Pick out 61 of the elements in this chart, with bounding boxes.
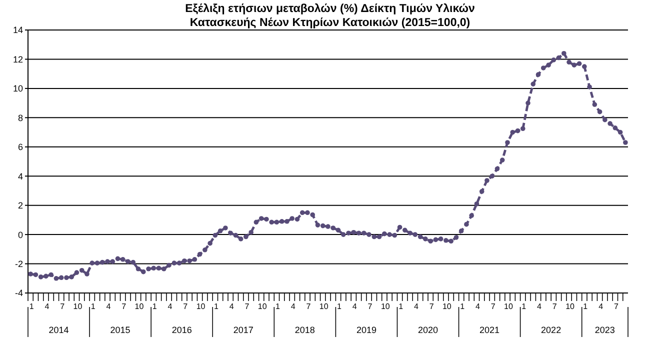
x-tick-label: 4 (290, 302, 296, 311)
x-tick-label: 10 (566, 302, 576, 311)
x-tick-label: 4 (44, 302, 50, 311)
x-tick-label: 10 (504, 302, 514, 311)
x-tick-label: 1 (398, 302, 404, 311)
x-tick-label: 1 (337, 302, 342, 311)
y-tick-label: 4 (18, 171, 23, 182)
x-tick-label: 7 (552, 302, 558, 311)
x-tick-label: 1 (275, 302, 280, 311)
text: 2015 (110, 325, 130, 335)
text: 2023 (594, 325, 615, 335)
x-tick-label: 1 (522, 302, 527, 311)
x-tick-label: 1 (214, 302, 219, 311)
text: 2021 (480, 325, 500, 335)
y-tick-label: -4 (14, 288, 23, 298)
text: 2019 (356, 325, 376, 335)
x-tick-label: 1 (29, 302, 34, 311)
text: 2020 (418, 325, 438, 335)
y-tick-label: -2 (14, 258, 23, 269)
x-tick-label: 7 (306, 302, 312, 311)
x-tick-label: 7 (368, 302, 373, 311)
x-tick-label: 10 (196, 302, 206, 311)
x-tick-label: 4 (229, 302, 234, 311)
y-tick-label: 0 (18, 230, 23, 240)
x-tick-label: 7 (122, 302, 127, 311)
x-tick-label: 7 (244, 302, 250, 311)
x-tick-label: 7 (490, 302, 496, 311)
x-tick-label: 4 (106, 302, 112, 311)
x-tick-label: 7 (60, 302, 66, 311)
text: 2018 (294, 325, 315, 335)
x-tick-label: 10 (258, 302, 268, 311)
y-tick-label: 12 (12, 54, 23, 64)
x-tick-label: 4 (475, 302, 480, 311)
x-tick-label: 10 (319, 302, 329, 311)
x-tick-label: 4 (537, 302, 542, 311)
x-tick-label: 7 (183, 302, 188, 311)
x-tick-label: 4 (352, 302, 358, 311)
y-tick-label: 14 (12, 25, 23, 36)
x-tick-label: 4 (168, 302, 173, 311)
x-tick-label: 10 (73, 302, 83, 311)
text: 2022 (541, 325, 562, 335)
text: 2017 (233, 325, 254, 335)
x-tick-label: 1 (90, 302, 96, 311)
x-tick-label: 10 (134, 302, 144, 311)
x-tick-label: 10 (442, 302, 452, 311)
x-tick-label: 4 (598, 302, 604, 311)
x-tick-label: 7 (429, 302, 434, 311)
y-tick-label: 8 (18, 112, 23, 123)
y-tick-label: 6 (18, 142, 23, 152)
x-tick-label: 1 (460, 302, 466, 311)
x-tick-label: 4 (414, 302, 419, 311)
chart-title: Εξέλιξη ετήσιων μεταβολών (%) Δείκτη Τιμών Υλικών (184, 2, 476, 16)
text: 2016 (172, 325, 192, 335)
y-tick-label: 10 (12, 84, 23, 94)
x-tick-label: 1 (583, 302, 588, 311)
y-tick-label: 2 (18, 200, 23, 211)
x-tick-label: 7 (614, 302, 619, 311)
x-tick-label: 10 (380, 302, 390, 311)
x-tick-label: 1 (152, 302, 158, 311)
chart-subtitle: Κατασκευής Νέων Κτηρίων Κατοικιών (2015=100,0) (190, 17, 470, 29)
text: 2014 (48, 325, 69, 335)
